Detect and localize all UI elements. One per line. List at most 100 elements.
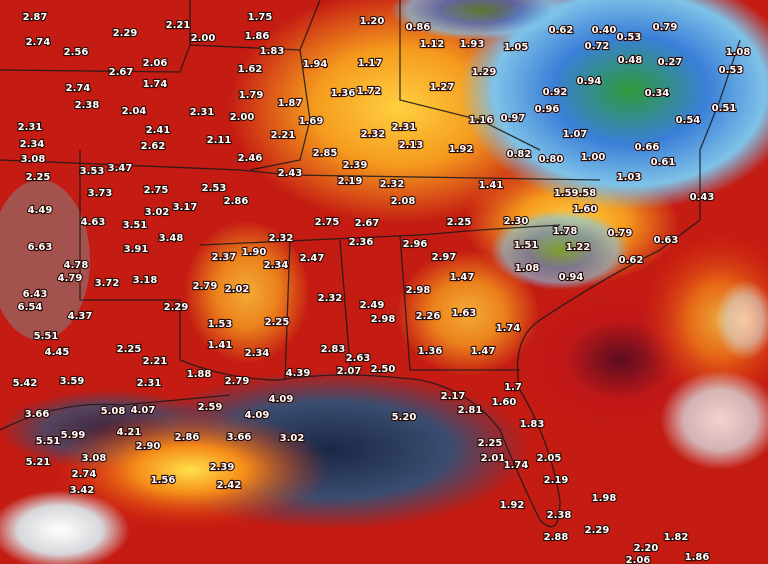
- value-label: 2.13: [399, 140, 424, 151]
- value-labels: 2.87 2.74 2.29 2.21 1.75 1.20 0.86 0.62 0.40 0.79…: [12, 11, 752, 564]
- value-label: 1.92: [500, 500, 525, 511]
- value-label: 0.43: [690, 192, 715, 203]
- value-label: 2.21: [271, 130, 296, 141]
- value-label: 0.94: [577, 76, 602, 87]
- value-label: 1.78: [553, 226, 578, 237]
- value-label: 2.08: [391, 196, 416, 207]
- value-label: 0.79: [608, 228, 633, 239]
- value-label: 3.53: [80, 166, 105, 177]
- value-label: 2.41: [146, 125, 171, 136]
- value-label: 4.63: [81, 217, 106, 228]
- value-label: 3.72: [95, 278, 120, 289]
- value-label: 1.74: [504, 460, 529, 471]
- value-label: 2.00: [230, 112, 255, 123]
- value-label: 1.41: [208, 340, 233, 351]
- value-label: 2.62: [141, 141, 166, 152]
- value-label: 2.29: [113, 28, 138, 39]
- value-label: 0.86: [406, 22, 431, 33]
- value-label: 1.74: [143, 79, 168, 90]
- value-label: 2.00: [191, 33, 216, 44]
- value-label: 1.83: [520, 419, 545, 430]
- value-label: 2.21: [166, 20, 191, 31]
- value-label: 2.25: [265, 317, 290, 328]
- value-label: 1.60: [492, 397, 517, 408]
- value-label: 6.43: [23, 289, 48, 300]
- value-label: 2.88: [544, 532, 569, 543]
- value-label: 0.40: [592, 25, 617, 36]
- state-borders: [0, 0, 741, 528]
- value-label: 2.43: [278, 168, 303, 179]
- value-label: 2.04: [122, 106, 147, 117]
- value-label: 2.63: [346, 353, 371, 364]
- value-label: 1.56: [151, 475, 176, 486]
- value-label: 2.86: [224, 196, 249, 207]
- value-label: 0.51: [712, 103, 737, 114]
- value-label: 2.25: [447, 217, 472, 228]
- value-label: 2.29: [585, 525, 610, 536]
- value-label: 0.27: [658, 57, 683, 68]
- value-label: 3.51: [123, 220, 148, 231]
- value-label: 6.54: [18, 302, 43, 313]
- value-label: 4.07: [131, 405, 156, 416]
- value-label: 5.21: [26, 457, 51, 468]
- value-label: 2.31: [18, 122, 43, 133]
- value-label: 2.97: [432, 252, 457, 263]
- value-label: 2.34: [264, 260, 289, 271]
- value-label: 1.29: [472, 67, 497, 78]
- value-label: 2.20: [634, 543, 659, 554]
- value-label: 3.66: [25, 409, 50, 420]
- value-label: 2.32: [318, 293, 343, 304]
- value-label: 1.08: [515, 263, 540, 274]
- value-label: 1.62: [238, 64, 263, 75]
- value-label: 3.18: [133, 275, 158, 286]
- value-label: 2.39: [343, 160, 368, 171]
- value-label: 1.79: [239, 90, 264, 101]
- value-label: 2.75: [315, 217, 340, 228]
- value-label: 2.96: [403, 239, 428, 250]
- value-label: 1.72: [357, 86, 382, 97]
- value-label: 2.21: [143, 356, 168, 367]
- value-label: 1.36: [331, 88, 356, 99]
- value-label: 2.32: [380, 179, 405, 190]
- value-label: 2.25: [117, 344, 142, 355]
- value-label: 1.90: [242, 247, 267, 258]
- value-label: 2.34: [20, 139, 45, 150]
- value-label: 2.56: [64, 47, 89, 58]
- value-label: 2.19: [544, 475, 569, 486]
- value-label: 0.62: [619, 255, 644, 266]
- value-label: 0.54: [676, 115, 701, 126]
- value-label: 2.49: [360, 300, 385, 311]
- value-label: 1.86: [245, 31, 270, 42]
- value-label: 1.94: [303, 59, 328, 70]
- value-label: 3.47: [108, 163, 133, 174]
- value-label: 3.08: [21, 154, 46, 165]
- value-label: 2.37: [212, 252, 237, 263]
- value-label: 0.34: [645, 88, 670, 99]
- value-label: 1.05: [504, 42, 529, 53]
- value-label: 0.48: [618, 55, 643, 66]
- value-label: 2.29: [164, 302, 189, 313]
- value-label: 1.47: [471, 346, 496, 357]
- value-label: 0.80: [539, 154, 564, 165]
- value-label: 3.02: [280, 433, 305, 444]
- value-label: 2.46: [238, 153, 263, 164]
- value-label: 1.82: [664, 532, 689, 543]
- value-label: 2.25: [26, 172, 51, 183]
- value-label: 0.72: [585, 41, 610, 52]
- value-label: 0.92: [543, 87, 568, 98]
- value-label: 2.75: [144, 185, 169, 196]
- value-label: 1.83: [260, 46, 285, 57]
- value-label: 2.83: [321, 344, 346, 355]
- value-label: 1.87: [278, 98, 303, 109]
- value-label: 1.92: [449, 144, 474, 155]
- value-label: 2.38: [547, 510, 572, 521]
- value-label: 4.78: [64, 260, 89, 271]
- value-label: 3.73: [88, 188, 113, 199]
- value-label: 4.09: [245, 410, 270, 421]
- value-label: 1.08: [726, 47, 751, 58]
- value-label: 1.88: [187, 369, 212, 380]
- value-label: 2.06: [626, 555, 651, 564]
- value-label: 5.51: [36, 436, 61, 447]
- value-label: 1.74: [496, 323, 521, 334]
